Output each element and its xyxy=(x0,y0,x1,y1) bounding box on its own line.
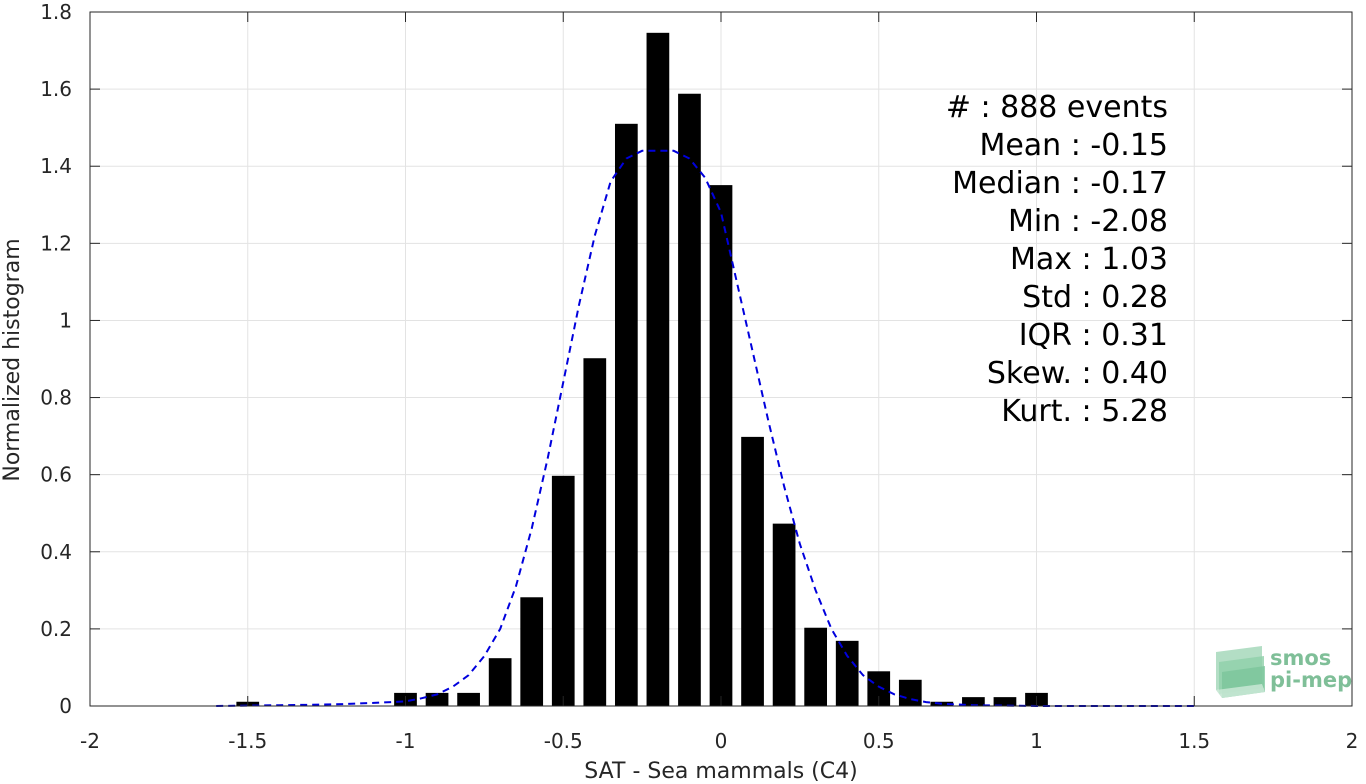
stat-line-5: Std : 0.28 xyxy=(1022,280,1168,315)
smos-pi-mep-logo: smos pi-mep xyxy=(1216,646,1352,698)
y-tick-label-9: 1.8 xyxy=(40,0,72,24)
histogram-bar-10 xyxy=(678,93,701,706)
y-tick-label-0: 0 xyxy=(59,694,72,718)
x-tick-label-0: -2 xyxy=(80,729,100,753)
y-tick-label-5: 1 xyxy=(59,308,72,332)
stat-line-0: # : 888 events xyxy=(946,90,1168,125)
stat-line-7: Skew. : 0.40 xyxy=(987,356,1168,391)
histogram-bar-9 xyxy=(646,32,670,706)
stat-line-4: Max : 1.03 xyxy=(1010,242,1168,277)
histogram-bar-15 xyxy=(835,640,859,706)
histogram-bar-20 xyxy=(993,697,1017,706)
histogram-bar-2 xyxy=(425,692,449,706)
histogram-bar-8 xyxy=(614,123,638,707)
y-axis-label: Normalized histogram xyxy=(0,238,25,481)
histogram-bar-13 xyxy=(772,523,796,706)
histogram-bar-17 xyxy=(898,679,922,706)
histogram-bar-12 xyxy=(741,436,764,706)
x-tick-label-5: 0.5 xyxy=(863,729,895,753)
x-tick-label-3: -0.5 xyxy=(544,729,583,753)
x-tick-label-4: 0 xyxy=(715,729,728,753)
histogram-bar-5 xyxy=(520,597,544,706)
y-tick-label-7: 1.4 xyxy=(40,154,72,178)
histogram-bar-6 xyxy=(551,475,575,706)
y-tick-label-2: 0.4 xyxy=(40,540,72,564)
x-tick-label-7: 1.5 xyxy=(1178,729,1210,753)
x-tick-label-2: -1 xyxy=(396,729,416,753)
stat-line-8: Kurt. : 5.28 xyxy=(1001,394,1168,429)
stat-line-3: Min : -2.08 xyxy=(1008,204,1168,239)
x-tick-labels: -2 -1.5 -1 -0.5 0 0.5 1 1.5 2 xyxy=(80,729,1358,753)
axes-box xyxy=(89,11,1353,707)
stat-line-1: Mean : -0.15 xyxy=(979,128,1168,163)
y-tick-label-6: 1.2 xyxy=(40,231,72,255)
x-tick-label-1: -1.5 xyxy=(228,729,267,753)
histogram-bar-11 xyxy=(709,185,733,706)
y-tick-label-4: 0.8 xyxy=(40,386,72,410)
histogram-bar-7 xyxy=(583,358,607,706)
x-axis-label: SAT - Sea mammals (C4) xyxy=(584,759,857,784)
histogram-bar-4 xyxy=(488,658,512,706)
x-tick-label-8: 2 xyxy=(1346,729,1359,753)
stat-line-6: IQR : 0.31 xyxy=(1019,318,1168,353)
histogram-bar-16 xyxy=(867,671,891,706)
y-tick-label-8: 1.6 xyxy=(40,77,72,101)
logo-mark-icon xyxy=(1216,646,1265,698)
histogram-bar-19 xyxy=(962,697,985,706)
histogram-bar-3 xyxy=(457,692,480,706)
logo-line1: smos xyxy=(1270,646,1331,670)
x-tick-label-6: 1 xyxy=(1030,729,1043,753)
y-tick-label-1: 0.2 xyxy=(40,617,72,641)
histogram-bars xyxy=(236,32,1048,707)
stat-line-2: Median : -0.17 xyxy=(952,166,1168,201)
y-tick-labels: 0 0.2 0.4 0.6 0.8 1 1.2 1.4 1.6 1.8 xyxy=(40,0,72,718)
logo-line2: pi-mep xyxy=(1270,668,1352,692)
histogram-bar-14 xyxy=(804,627,828,706)
y-tick-label-3: 0.6 xyxy=(40,463,72,487)
